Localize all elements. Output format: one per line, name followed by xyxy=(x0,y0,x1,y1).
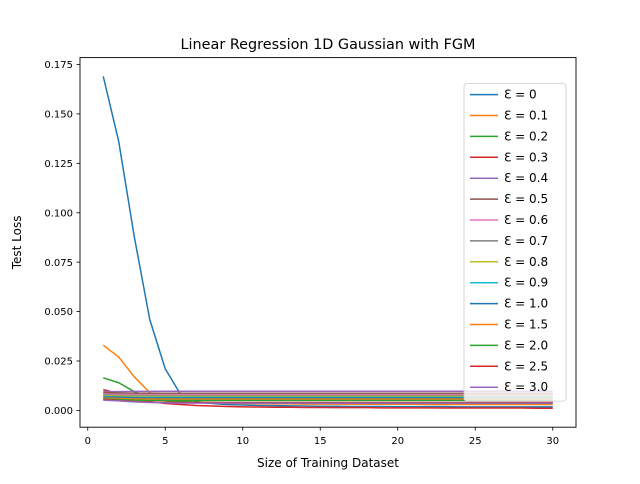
x-axis-label: Size of Training Dataset xyxy=(257,456,399,470)
legend-label-10: Ɛ = 1.0 xyxy=(504,297,548,311)
legend-label-0: Ɛ = 0 xyxy=(504,88,537,102)
legend-label-11: Ɛ = 1.5 xyxy=(504,318,548,332)
x-tick-label: 20 xyxy=(391,436,404,447)
y-tick-label: 0.050 xyxy=(44,307,73,318)
legend-label-9: Ɛ = 0.9 xyxy=(504,276,548,290)
legend-label-6: Ɛ = 0.6 xyxy=(504,213,548,227)
y-tick-label: 0.175 xyxy=(44,60,73,71)
y-tick-label: 0.100 xyxy=(44,208,73,219)
legend-label-13: Ɛ = 2.5 xyxy=(504,359,548,373)
legend-label-12: Ɛ = 2.0 xyxy=(504,338,548,352)
legend-label-1: Ɛ = 0.1 xyxy=(504,109,548,123)
legend-label-2: Ɛ = 0.2 xyxy=(504,129,548,143)
y-tick-label: 0.150 xyxy=(44,110,73,121)
x-tick-label: 10 xyxy=(236,436,249,447)
x-tick-label: 0 xyxy=(85,436,91,447)
legend-label-5: Ɛ = 0.5 xyxy=(504,192,548,206)
y-tick-label: 0.025 xyxy=(44,357,73,368)
x-tick-label: 5 xyxy=(162,436,168,447)
chart-title: Linear Regression 1D Gaussian with FGM xyxy=(181,37,476,53)
x-tick-label: 30 xyxy=(546,436,559,447)
legend: Ɛ = 0 Ɛ = 0.1 Ɛ = 0.2 Ɛ = 0.3 Ɛ = 0.4 Ɛ = 0.5… xyxy=(464,84,566,402)
y-axis-label: Test Loss xyxy=(10,216,24,271)
x-tick-label: 15 xyxy=(314,436,327,447)
y-tick-label: 0.075 xyxy=(44,258,73,269)
legend-label-8: Ɛ = 0.8 xyxy=(504,255,548,269)
legend-label-14: Ɛ = 3.0 xyxy=(504,380,548,394)
legend-label-3: Ɛ = 0.3 xyxy=(504,150,548,164)
legend-label-7: Ɛ = 0.7 xyxy=(504,234,548,248)
x-tick-label: 25 xyxy=(469,436,482,447)
y-tick-label: 0.125 xyxy=(44,159,73,170)
legend-label-4: Ɛ = 0.4 xyxy=(504,171,548,185)
y-tick-label: 0.000 xyxy=(44,406,73,417)
